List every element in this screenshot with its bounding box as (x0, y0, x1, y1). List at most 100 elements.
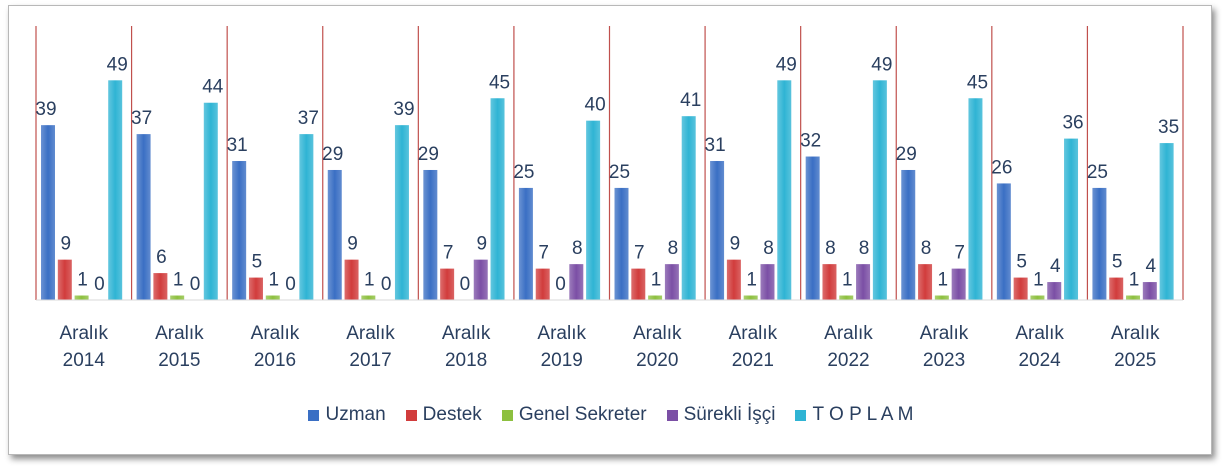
bar (822, 264, 837, 300)
legend-item: Destek (405, 404, 482, 426)
value-label: 8 (763, 238, 774, 259)
value-label: 8 (825, 238, 836, 259)
x-tick-label: Aralık 2018 (441, 323, 491, 371)
bar (440, 268, 455, 300)
value-label: 6 (156, 247, 167, 268)
bar (248, 277, 263, 300)
bar (856, 264, 871, 300)
bar (901, 169, 916, 300)
bar (1092, 187, 1107, 300)
value-label: 0 (94, 274, 105, 295)
bar (681, 116, 696, 300)
value-label: 7 (443, 243, 454, 264)
value-label: 5 (1112, 252, 1123, 273)
value-label: 8 (859, 238, 870, 259)
value-label: 0 (381, 274, 392, 295)
bar (57, 259, 72, 300)
value-label: 41 (680, 90, 701, 111)
legend-swatch (308, 409, 320, 421)
bar (805, 156, 820, 300)
value-label: 1 (77, 270, 88, 291)
value-label: 37 (298, 108, 319, 129)
value-label: 5 (252, 252, 263, 273)
bar (614, 187, 629, 300)
bar (344, 259, 359, 300)
legend-item: Sürekli İşçi (666, 404, 776, 426)
value-label: 8 (921, 238, 932, 259)
legend-item: Genel Sekreter (501, 404, 647, 426)
bar (839, 295, 854, 300)
bar (153, 273, 168, 300)
legend-label: Destek (422, 404, 482, 425)
value-label: 49 (776, 54, 797, 75)
value-label: 1 (173, 270, 184, 291)
legend-swatch (405, 409, 417, 421)
bar (996, 183, 1011, 300)
value-label: 1 (1129, 270, 1140, 291)
value-label: 1 (746, 270, 757, 291)
value-label: 36 (1062, 113, 1083, 134)
legend-swatch (501, 409, 513, 421)
bar (1013, 277, 1028, 300)
value-label: 25 (609, 162, 630, 183)
bar (490, 98, 505, 300)
bar (1109, 277, 1124, 300)
bar (535, 268, 550, 300)
bar (74, 295, 89, 300)
value-label: 1 (651, 270, 662, 291)
bar (1064, 138, 1079, 300)
bar (777, 80, 792, 300)
x-tick-label: Aralık 2023 (919, 323, 969, 371)
legend-label: Genel Sekreter (518, 404, 647, 425)
legend-swatch (666, 409, 678, 421)
x-tick-label: Aralık 2024 (1015, 323, 1064, 371)
legend-label: T O P L A M (812, 404, 914, 425)
x-tick-label: Aralık 2020 (632, 323, 682, 371)
bar (1142, 282, 1157, 300)
x-tick-label: Aralık 2019 (537, 323, 586, 371)
value-label: 0 (285, 274, 296, 295)
value-label: 45 (967, 72, 988, 93)
value-label: 9 (476, 234, 487, 255)
bar (743, 295, 758, 300)
value-label: 0 (460, 274, 471, 295)
value-label: 31 (705, 135, 726, 156)
bar (423, 169, 438, 300)
bar (664, 264, 679, 300)
value-label: 4 (1050, 256, 1061, 277)
bar (518, 187, 533, 300)
value-label: 1 (842, 270, 853, 291)
bar (170, 295, 185, 300)
value-label: 9 (730, 234, 741, 255)
value-label: 9 (61, 234, 72, 255)
bar (918, 264, 933, 300)
value-label: 5 (1016, 252, 1027, 273)
value-label: 25 (513, 162, 534, 183)
value-label: 8 (668, 238, 679, 259)
legend-item: Uzman (308, 404, 386, 426)
value-label: 1 (938, 270, 949, 291)
value-label: 31 (227, 135, 248, 156)
value-label: 32 (800, 131, 821, 152)
value-label: 29 (896, 144, 917, 165)
value-label: 45 (489, 72, 510, 93)
bar (327, 169, 342, 300)
bar (951, 268, 966, 300)
value-label: 39 (393, 99, 414, 120)
x-tick-label: Aralık 2017 (346, 323, 395, 371)
bar (569, 264, 584, 300)
value-label: 25 (1087, 162, 1108, 183)
bar (710, 161, 725, 300)
legend-label: Sürekli İşçi (683, 404, 776, 425)
value-label: 29 (322, 144, 343, 165)
bar (299, 134, 314, 300)
bar (1030, 295, 1045, 300)
bar (265, 295, 280, 300)
bar (648, 295, 663, 300)
bar (631, 268, 646, 300)
value-label: 37 (131, 108, 152, 129)
value-label: 39 (35, 99, 56, 120)
bar (1047, 282, 1062, 300)
bar (361, 295, 376, 300)
